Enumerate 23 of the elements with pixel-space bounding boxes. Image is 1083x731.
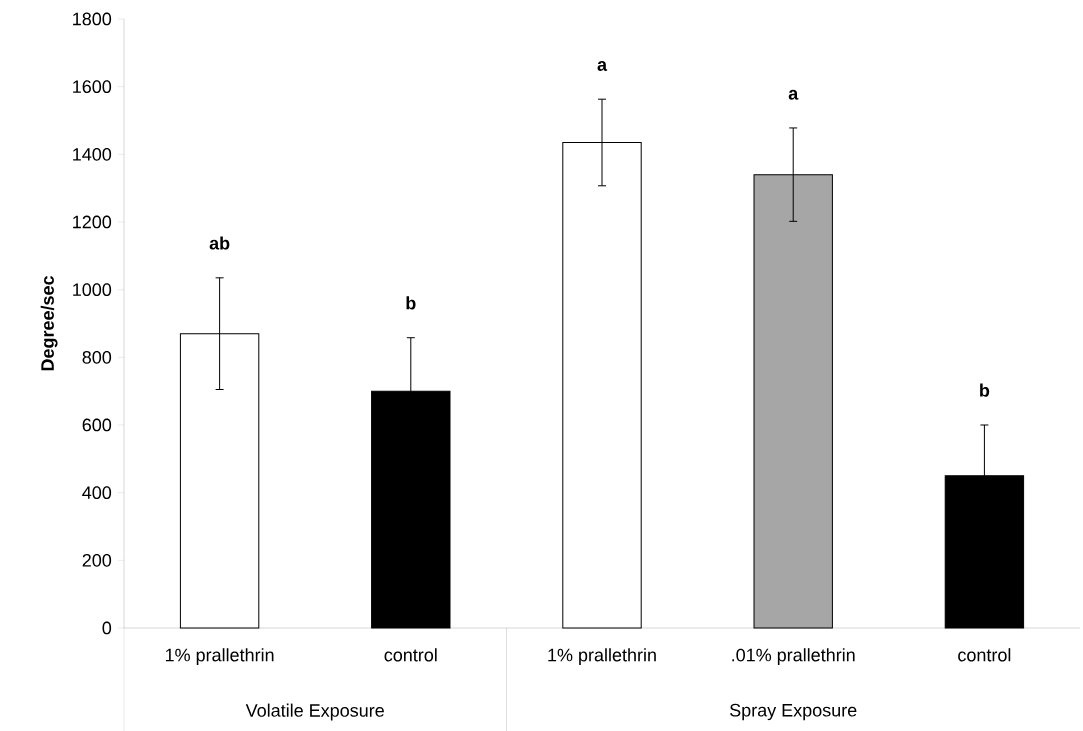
annotation: b bbox=[406, 296, 416, 310]
annotation: b bbox=[980, 383, 990, 397]
annotation: a bbox=[597, 61, 608, 71]
x-tick-label: 1% prallethrin bbox=[165, 648, 274, 665]
y-tick-label: 1200 bbox=[73, 215, 112, 229]
y-tick-label: 0 bbox=[102, 621, 112, 635]
annotation: a bbox=[788, 89, 799, 100]
x-tick-label: .01% prallethrin bbox=[732, 648, 855, 665]
y-tick-label: 200 bbox=[82, 553, 112, 567]
x-tick-label: control bbox=[958, 648, 1011, 662]
y-tick-label: 1400 bbox=[73, 147, 112, 161]
y-axis-title: Degree/sec bbox=[40, 276, 58, 371]
text: Volatile Exposure bbox=[245, 703, 384, 721]
y-tick-label: 1800 bbox=[73, 12, 112, 26]
y-tick-label: 1000 bbox=[73, 283, 112, 297]
y-tick-label: 400 bbox=[82, 486, 112, 500]
y-tick-label: 800 bbox=[82, 350, 112, 364]
x-tick-label: 1% prallethrin bbox=[548, 648, 656, 665]
x-tick-label: control bbox=[384, 648, 437, 662]
y-tick-label: 1600 bbox=[73, 80, 112, 94]
y-tick-label: 600 bbox=[82, 418, 112, 432]
annotation: ab bbox=[209, 236, 230, 250]
text: Spray Exposure bbox=[729, 703, 857, 721]
